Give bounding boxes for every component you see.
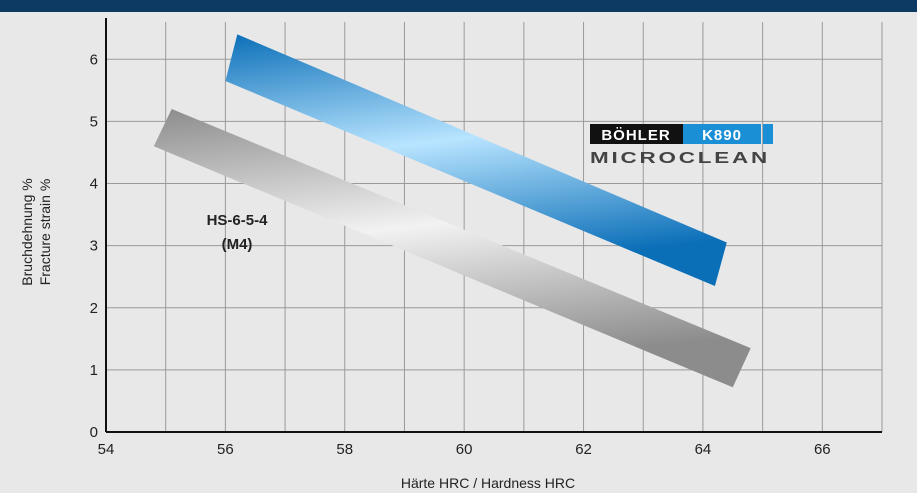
series-label-hs654-line-1: HS-6-5-4 <box>207 212 269 229</box>
series-bands <box>153 34 751 388</box>
y-tick-label: 1 <box>90 362 98 379</box>
y-tick-label: 6 <box>90 51 98 68</box>
x-tick-label: 64 <box>695 441 712 458</box>
y-tick-label: 5 <box>90 113 98 130</box>
y-tick-label: 0 <box>90 424 98 441</box>
logo-accent-box <box>763 124 773 144</box>
y-tick-label: 4 <box>90 176 98 193</box>
y-axis-title-line-2: Fracture strain % <box>37 179 53 286</box>
series-band-k890 <box>225 34 727 287</box>
y-tick-labels: 0 1 2 3 4 5 6 <box>90 51 98 441</box>
logo-microclean-text: MICROCLEAN <box>590 150 770 167</box>
x-tick-label: 66 <box>814 441 831 458</box>
logo-grade-box <box>683 124 761 144</box>
x-tick-label: 58 <box>336 441 353 458</box>
series-label-hs654-line-2: (M4) <box>222 236 253 253</box>
y-tick-label: 2 <box>90 300 98 317</box>
header-bar <box>0 0 917 12</box>
y-tick-label: 3 <box>90 238 98 255</box>
x-tick-label: 62 <box>575 441 592 458</box>
logo-grade-text: K890 <box>702 127 742 144</box>
logo-brand-box <box>590 124 683 144</box>
bohler-k890-logo: BÖHLER K890 MICROCLEAN <box>590 124 773 167</box>
x-tick-label: 60 <box>456 441 473 458</box>
logo-brand-text: BÖHLER <box>601 127 670 144</box>
x-axis-title: Härte HRC / Hardness HRC <box>401 475 575 491</box>
series-band-hs654 <box>153 109 751 388</box>
x-tick-label: 54 <box>98 441 115 458</box>
x-tick-labels: 54 56 58 60 62 64 66 <box>98 441 831 458</box>
y-axis-title-line-1: Bruchdehnung % <box>19 178 35 285</box>
x-tick-label: 56 <box>217 441 234 458</box>
